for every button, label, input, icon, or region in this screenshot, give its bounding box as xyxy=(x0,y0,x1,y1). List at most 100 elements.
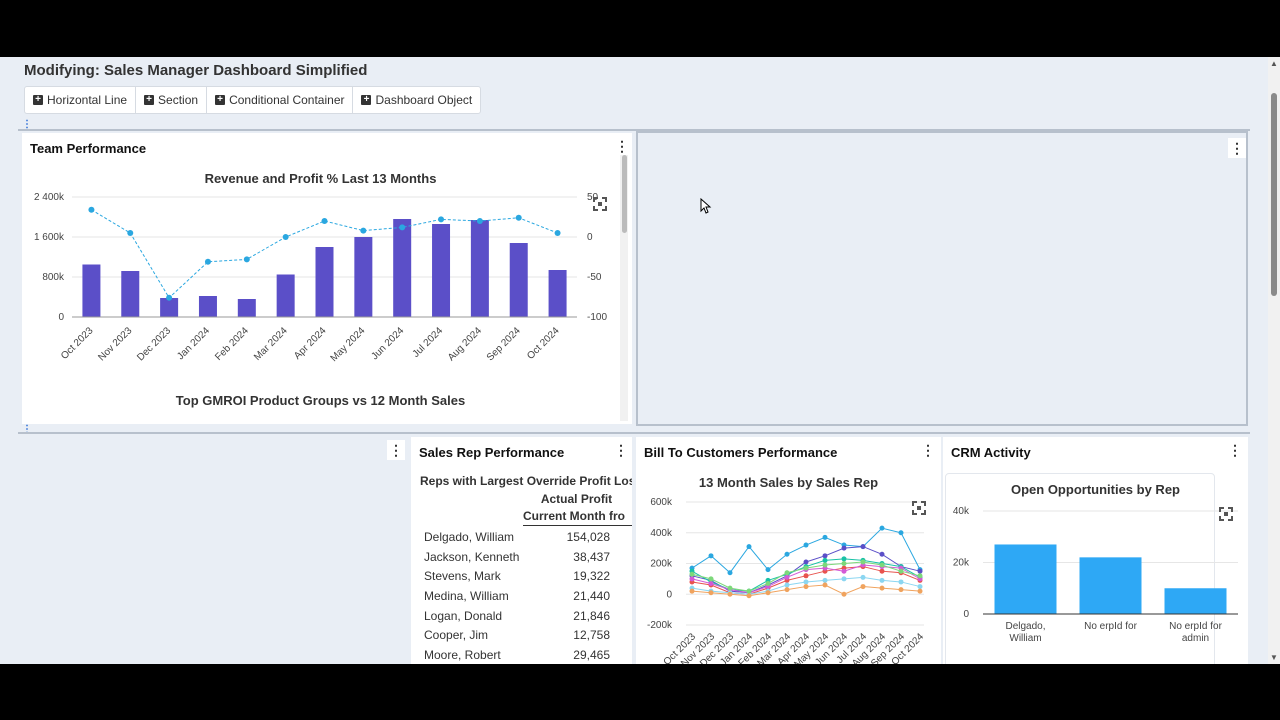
panel-menu-icon[interactable]: ⋮ xyxy=(1228,442,1242,458)
series-point xyxy=(784,570,790,576)
rep-value: 12,758 xyxy=(573,628,610,643)
y-tick-label: 400k xyxy=(650,528,673,539)
series-point xyxy=(708,553,714,559)
x-tick-label: William xyxy=(1009,633,1041,644)
bar xyxy=(1164,588,1227,614)
panel-title: Team Performance xyxy=(30,141,147,156)
bill-to-panel: Bill To Customers Performance ⋮ 13 Month… xyxy=(636,437,941,664)
series-point xyxy=(879,562,885,568)
profit-point xyxy=(360,227,367,234)
bar xyxy=(548,270,567,317)
rep-value: 19,322 xyxy=(573,569,610,584)
rep-name: Jackson, Kenneth xyxy=(424,549,520,564)
series-point xyxy=(803,542,809,548)
series-point xyxy=(784,574,790,580)
series-point xyxy=(898,587,904,593)
series-point xyxy=(917,573,923,579)
bar xyxy=(470,220,489,317)
bar xyxy=(82,264,101,317)
sales-rep-panel: Sales Rep Performance ⋮ Reps with Larges… xyxy=(411,437,632,664)
add-horizontal-line-button[interactable]: + Horizontal Line xyxy=(25,87,137,113)
panel-menu-icon[interactable]: ⋮ xyxy=(921,442,935,458)
table-row: Delgado, William 154,028 xyxy=(420,527,610,547)
panel-title: Bill To Customers Performance xyxy=(644,445,838,460)
series-point xyxy=(898,579,904,585)
y-tick-label: -200k xyxy=(647,620,673,631)
x-tick-label: Nov 2023 xyxy=(96,325,134,363)
series-point xyxy=(746,593,752,599)
table-row: Moore, Robert 29,465 xyxy=(420,645,610,664)
bar xyxy=(276,274,295,317)
expand-icon[interactable] xyxy=(912,501,926,515)
dashboard-viewport: Modifying: Sales Manager Dashboard Simpl… xyxy=(0,57,1280,664)
page-scrollbar[interactable]: ▲ ▼ xyxy=(1268,57,1280,664)
panel-scrollbar[interactable] xyxy=(620,155,628,421)
series-point xyxy=(727,570,733,576)
team-performance-panel: Team Performance ⋮ Revenue and Profit % … xyxy=(22,133,632,424)
rep-name: Delgado, William xyxy=(424,529,515,544)
x-tick-label: Oct 2024 xyxy=(525,325,562,362)
expand-icon[interactable] xyxy=(593,197,607,211)
x-tick-label: Dec 2023 xyxy=(135,325,173,363)
panel-menu-icon[interactable]: ⋮ xyxy=(387,440,405,460)
series-point xyxy=(879,551,885,557)
series-point xyxy=(822,534,828,540)
series-point xyxy=(822,582,828,588)
drag-handle-icon[interactable]: ⋮ xyxy=(22,424,32,435)
profit-point xyxy=(204,258,211,265)
series-point xyxy=(689,576,695,582)
x-tick-label: Jul 2024 xyxy=(411,325,446,360)
x-tick-label: Jan 2024 xyxy=(175,325,212,362)
add-dashboard-object-button[interactable]: + Dashboard Object xyxy=(353,87,480,113)
series-point xyxy=(803,573,809,579)
series-point xyxy=(784,551,790,557)
scrollbar-thumb[interactable] xyxy=(1271,93,1277,296)
bar xyxy=(160,298,179,317)
table-row: Logan, Donald 21,846 xyxy=(420,606,610,626)
panel-menu-icon[interactable]: ⋮ xyxy=(614,442,628,458)
bar xyxy=(354,237,373,317)
series-point xyxy=(860,544,866,550)
profit-point xyxy=(321,218,328,224)
x-tick-label: Delgado, xyxy=(1005,621,1045,632)
chart-card xyxy=(945,473,1215,664)
series-point xyxy=(879,525,885,531)
section-1 xyxy=(18,129,1250,429)
panel-menu-icon[interactable]: ⋮ xyxy=(615,138,629,154)
expand-icon[interactable] xyxy=(1219,507,1233,521)
series-point xyxy=(803,565,809,571)
open-opportunities-chart: 0 20k 40k Delgado,William No erpId for No erp… xyxy=(953,506,1238,644)
series-point xyxy=(784,587,790,593)
y-tick-label: 0 xyxy=(666,589,672,600)
bar xyxy=(509,243,528,317)
table-row: Medina, William 21,440 xyxy=(420,586,610,606)
bar xyxy=(393,219,412,317)
profit-point xyxy=(243,256,250,263)
series-point xyxy=(841,545,847,551)
series-point xyxy=(746,544,752,550)
empty-panel: ⋮ xyxy=(636,131,1248,426)
series-point xyxy=(841,576,847,582)
profit-point xyxy=(166,294,173,301)
table-row: Cooper, Jim 12,758 xyxy=(420,625,610,645)
y-tick-label: 0 xyxy=(963,609,969,620)
x-tick-label: Mar 2024 xyxy=(252,325,290,363)
rep-value: 154,028 xyxy=(566,529,610,544)
toolbar: + Horizontal Line + Section + Conditional C… xyxy=(24,86,482,114)
table-title: Reps with Largest Override Profit Los xyxy=(420,474,632,488)
table-row: Stevens, Mark 19,322 xyxy=(420,566,610,586)
add-section-button[interactable]: + Section xyxy=(136,87,208,113)
add-conditional-container-button[interactable]: + Conditional Container xyxy=(207,87,354,113)
y-tick-label: 600k xyxy=(650,497,673,508)
chart-title: Top GMROI Product Groups vs 12 Month Sal… xyxy=(175,393,466,408)
x-tick-label: Sep 2024 xyxy=(485,325,523,363)
series-point xyxy=(898,568,904,574)
profit-point xyxy=(515,214,522,221)
series-point xyxy=(879,585,885,591)
x-tick-label: No erpId for xyxy=(1084,621,1137,632)
column-header: Actual Profit xyxy=(540,492,613,506)
y2-tick-label: 50 xyxy=(587,192,599,203)
drag-handle-icon[interactable]: ⋮ xyxy=(22,119,32,130)
panel-menu-icon[interactable]: ⋮ xyxy=(1228,138,1246,158)
